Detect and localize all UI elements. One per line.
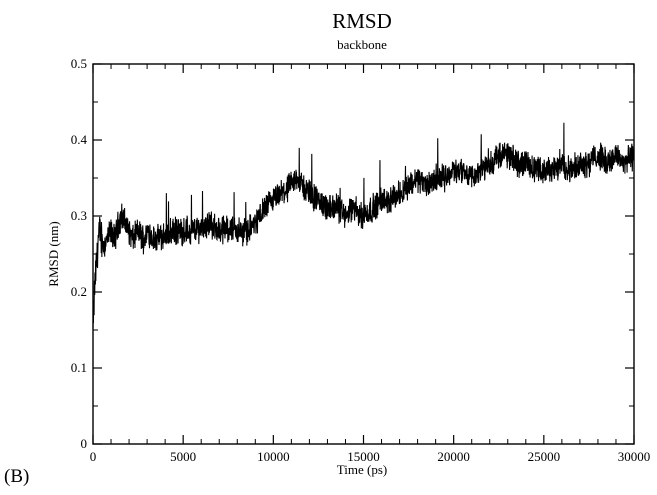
y-tick-label: 0 xyxy=(81,436,88,451)
x-tick-label: 15000 xyxy=(347,449,380,464)
x-tick-label: 20000 xyxy=(437,449,470,464)
y-tick-label: 0.1 xyxy=(71,360,87,375)
x-axis-label: Time (ps) xyxy=(337,462,387,477)
chart-subtitle: backbone xyxy=(337,37,387,52)
rmsd-series-line xyxy=(92,122,635,329)
panel-label: (B) xyxy=(4,466,30,487)
y-tick-label: 0.4 xyxy=(71,132,88,147)
x-tick-label: 25000 xyxy=(528,449,561,464)
chart-title: RMSD xyxy=(332,9,392,33)
y-tick-label: 0.5 xyxy=(71,56,87,71)
x-tick-label: 5000 xyxy=(170,449,196,464)
x-tick-label: 10000 xyxy=(257,449,290,464)
x-tick-label: 30000 xyxy=(618,449,651,464)
y-axis-label: RMSD (nm) xyxy=(46,221,61,286)
y-tick-label: 0.2 xyxy=(71,284,87,299)
y-tick-label: 0.3 xyxy=(71,208,87,223)
x-tick-label: 0 xyxy=(90,449,97,464)
plot-frame xyxy=(92,63,635,445)
